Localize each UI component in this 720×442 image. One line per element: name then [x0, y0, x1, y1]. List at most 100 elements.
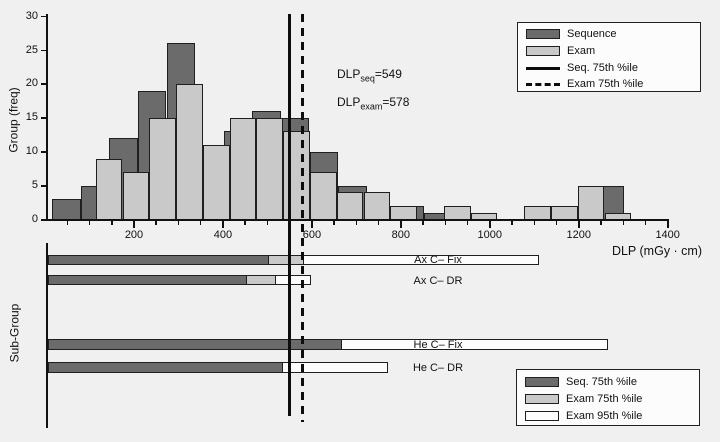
legend-item-label: Exam 95th %ile	[566, 410, 643, 422]
x-minor-tick	[511, 221, 513, 225]
exam-histogram-bar	[363, 192, 391, 220]
annotation-text: DLP	[337, 67, 361, 81]
x-tick-label: 1200	[566, 229, 592, 241]
x-minor-tick	[555, 221, 558, 225]
y-tick	[41, 117, 46, 119]
exam-histogram-bar	[176, 83, 203, 220]
x-minor-tick	[155, 221, 157, 225]
annotation-value: =549	[374, 67, 402, 81]
legend-item: Exam 75th %ile	[517, 393, 697, 405]
exam-histogram-bar	[149, 117, 177, 220]
solid-line-swatch	[526, 66, 560, 70]
annotation-text: DLP	[337, 95, 361, 109]
subgroup-bar-label: He C– DR	[412, 362, 464, 374]
y-axis-top	[46, 14, 48, 221]
x-major-tick	[667, 221, 669, 228]
y-tick-label: 15	[25, 111, 38, 124]
x-minor-tick	[644, 221, 647, 225]
legend-item-label: Seq. 75th %ile	[566, 376, 637, 388]
subgroup-bar-label: Ax C– Fix	[414, 254, 462, 266]
y-tick	[41, 83, 46, 85]
exam-histogram-bar	[202, 144, 230, 220]
white-swatch	[525, 411, 559, 421]
x-minor-tick	[199, 221, 202, 225]
x-minor-tick	[600, 221, 602, 225]
x-tick-label: 1000	[477, 229, 503, 241]
annotation-value: =578	[382, 95, 410, 109]
y-tick-label: 20	[25, 77, 38, 90]
seq-75th-segment	[48, 275, 247, 285]
y-tick	[41, 151, 46, 153]
x-tick-label: 1400	[655, 229, 680, 241]
y-tick	[41, 49, 46, 51]
legend-item-label: Sequence	[567, 28, 617, 40]
x-tick-label: 200	[124, 229, 144, 241]
x-tick-label: 800	[391, 229, 410, 241]
y-tick	[41, 219, 46, 221]
legend-item: Exam 75th %ile	[518, 78, 698, 90]
x-minor-tick	[244, 221, 246, 225]
sequence-swatch	[525, 377, 559, 387]
x-major-tick	[222, 221, 224, 228]
x-minor-tick	[266, 221, 269, 225]
exam-histogram-bar	[309, 172, 337, 220]
legend-item-label: Exam	[567, 45, 596, 57]
dashed-line-swatch	[526, 82, 560, 86]
x-minor-tick	[333, 221, 335, 225]
x-axis	[46, 219, 669, 221]
x-tick-label: 600	[302, 229, 322, 241]
seq-75th-segment	[48, 254, 269, 265]
x-minor-tick	[88, 221, 91, 225]
x-major-tick	[311, 221, 313, 228]
x-minor-tick	[622, 221, 624, 225]
x-minor-tick	[466, 221, 469, 225]
legend-top: Sequence Exam Seq. 75th %ile Exam 75th %ile	[517, 22, 701, 92]
legend-item: Seq. 75th %ile	[518, 62, 698, 74]
exam-histogram-bar	[336, 192, 364, 220]
legend-item: Seq. 75th %ile	[517, 376, 697, 388]
x-minor-tick	[422, 221, 424, 225]
x-major-tick	[578, 221, 580, 228]
y-tick	[41, 185, 46, 187]
x-minor-tick	[66, 221, 68, 225]
exam-histogram-bar	[229, 117, 257, 220]
exam-swatch	[525, 394, 559, 404]
x-tick-label: 400	[213, 229, 233, 241]
legend-item: Sequence	[518, 28, 698, 40]
exam-histogram-bar	[95, 158, 123, 220]
seq-75th-segment	[48, 362, 284, 373]
exam-swatch	[526, 46, 560, 56]
x-major-tick	[489, 221, 491, 228]
exam-75th-percentile-line	[300, 14, 304, 422]
sequence-swatch	[526, 29, 560, 39]
x-minor-tick	[111, 221, 113, 225]
y-tick-label: 25	[25, 43, 38, 56]
subgroup-bar-label: He C– Fix	[413, 338, 463, 351]
y-tick-label: 30	[25, 9, 38, 22]
seq-75th-segment	[48, 338, 342, 350]
y-axis-bottom	[46, 243, 48, 428]
legend-item-label: Seq. 75th %ile	[567, 62, 638, 74]
exam-histogram-bar	[122, 172, 150, 220]
y-tick-label: 10	[25, 145, 38, 158]
annotation-subscript: exam	[360, 101, 383, 112]
legend-bottom: Seq. 75th %ile Exam 75th %ile Exam 95th %i…	[516, 369, 700, 426]
x-minor-tick	[377, 221, 380, 225]
legend-item: Exam 95th %ile	[517, 410, 697, 422]
subgroup-bar-label: Ax C– DR	[413, 274, 463, 287]
seq-75th-percentile-line	[287, 14, 291, 416]
x-minor-tick	[444, 221, 447, 225]
x-major-tick	[133, 221, 135, 228]
x-minor-tick	[177, 221, 180, 225]
x-minor-tick	[533, 221, 535, 225]
legend-item-label: Exam 75th %ile	[567, 78, 644, 90]
x-minor-tick	[355, 221, 358, 225]
y-tick-label: 5	[31, 179, 38, 192]
annotation-subscript: seq	[360, 73, 375, 84]
annotation-dlp-seq: DLPseq=549	[337, 67, 402, 83]
y-tick	[41, 15, 46, 18]
